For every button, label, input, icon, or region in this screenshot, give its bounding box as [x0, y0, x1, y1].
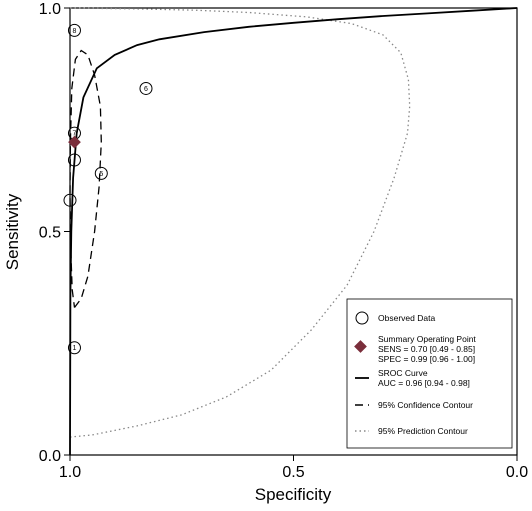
x-tick-label: 1.0 [59, 464, 81, 481]
observed-point-label: 6 [144, 86, 148, 93]
legend-observed-label: Observed Data [378, 313, 435, 323]
x-axis-title: Specificity [255, 485, 332, 504]
observed-point [63, 193, 77, 207]
legend-box [346, 298, 513, 449]
summary-operating-point [68, 135, 81, 149]
observed-point-label: 8 [73, 28, 77, 35]
observed-point-label: 5 [99, 171, 103, 178]
y-axis-title: Sensitivity [3, 193, 22, 270]
legend-summary-title: Summary Operating Point [378, 334, 476, 344]
legend-sroc-title: SROC Curve [378, 368, 428, 378]
legend-prediction-label: 95% Prediction Contour [378, 426, 468, 436]
x-axis-ticks: 1.0 0.5 0.0 [59, 455, 528, 481]
observed-point [94, 166, 108, 180]
y-tick-label: 0.5 [39, 225, 61, 242]
confidence-contour [69, 49, 102, 308]
legend-summary-sens: SENS = 0.70 [0.49 - 0.85] [378, 344, 475, 354]
observed-point [67, 341, 81, 355]
legend-observed-marker [355, 311, 369, 325]
legend-summary-spec: SPEC = 0.99 [0.96 - 1.00] [378, 354, 475, 364]
sroc-curve [69, 7, 518, 456]
legend-summary-marker [354, 340, 367, 353]
y-tick-label: 0.0 [39, 448, 61, 465]
x-tick-label: 0.0 [506, 464, 528, 481]
series-layer: 1 5 6 7 8 [63, 7, 518, 456]
legend: Observed Data Summary Operating Point SE… [346, 298, 513, 449]
y-axis-ticks: 0.0 0.5 1.0 [39, 1, 70, 465]
y-tick-label: 1.0 [39, 1, 61, 18]
observed-point [67, 23, 81, 37]
observed-point [139, 81, 153, 95]
observed-point-label: 1 [73, 345, 77, 352]
legend-sroc-auc: AUC = 0.96 [0.94 - 0.98] [378, 378, 470, 388]
x-tick-label: 0.5 [282, 464, 304, 481]
observed-point-label: 7 [73, 131, 77, 138]
legend-confidence-label: 95% Confidence Contour [378, 400, 473, 410]
observed-point [67, 153, 81, 167]
prediction-contour [69, 7, 411, 438]
